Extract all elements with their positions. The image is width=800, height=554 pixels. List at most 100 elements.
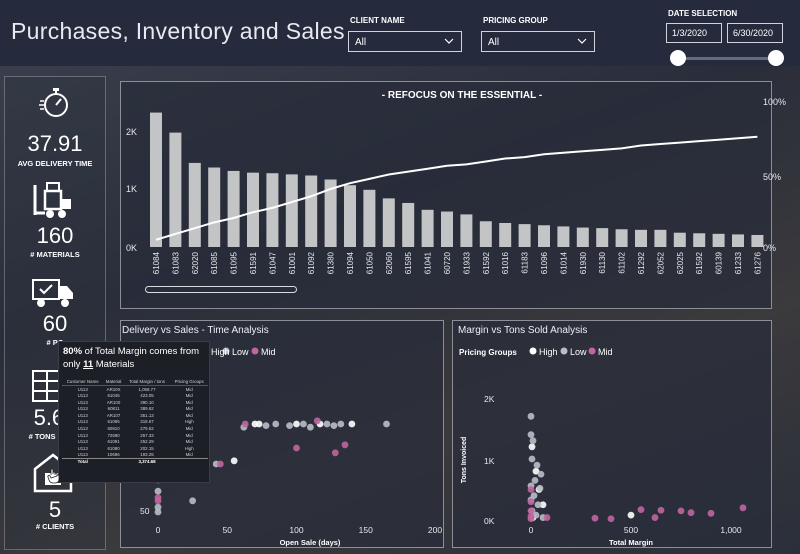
delivery-point-low[interactable] bbox=[154, 508, 162, 516]
pareto-bar[interactable] bbox=[518, 224, 531, 247]
margin-point-low[interactable] bbox=[527, 431, 535, 438]
margin-point-mid[interactable] bbox=[591, 514, 599, 522]
margin-point-mid[interactable] bbox=[543, 514, 551, 521]
margin-point-mid[interactable] bbox=[739, 504, 747, 512]
delivery-point-high[interactable] bbox=[230, 457, 238, 465]
delivery-point-low[interactable] bbox=[306, 423, 314, 431]
delivery-point-low[interactable] bbox=[262, 422, 270, 429]
margin-point-mid[interactable] bbox=[607, 515, 615, 523]
delivery-point-mid[interactable] bbox=[241, 420, 249, 428]
margin-point-mid[interactable] bbox=[637, 506, 645, 514]
delivery-point-mid[interactable] bbox=[313, 417, 321, 425]
date-slider-track[interactable] bbox=[679, 57, 777, 60]
delivery-point-low[interactable] bbox=[300, 420, 307, 428]
pareto-bar[interactable] bbox=[247, 172, 259, 247]
kpi-materials-value: 160 bbox=[36, 223, 74, 248]
pareto-bar[interactable] bbox=[266, 173, 279, 247]
pareto-bar[interactable] bbox=[363, 189, 376, 247]
pareto-category-label: 61130 bbox=[598, 251, 607, 273]
margin-point-high[interactable] bbox=[627, 511, 635, 519]
pareto-bar[interactable] bbox=[324, 179, 337, 247]
delivery-point-low[interactable] bbox=[323, 420, 331, 428]
pareto-bar[interactable] bbox=[712, 233, 725, 247]
pareto-bar[interactable] bbox=[285, 174, 298, 247]
margin-y-tick: 1K bbox=[484, 456, 495, 466]
pareto-bar[interactable] bbox=[557, 226, 570, 247]
delivery-point-mid[interactable] bbox=[331, 449, 339, 457]
margin-point-mid[interactable] bbox=[527, 486, 535, 493]
pareto-bar[interactable] bbox=[673, 232, 686, 247]
margin-point-high[interactable] bbox=[528, 443, 536, 451]
date-slider-end-handle[interactable] bbox=[768, 50, 784, 66]
margin-point-low[interactable] bbox=[537, 470, 545, 478]
delivery-point-mid[interactable] bbox=[154, 497, 162, 505]
start-date-input[interactable]: 1/3/2020 bbox=[666, 23, 722, 43]
delivery-point-low[interactable] bbox=[330, 422, 338, 429]
date-slider-start-handle[interactable] bbox=[670, 50, 686, 66]
delivery-point-mid[interactable] bbox=[293, 444, 300, 452]
forklift-icon bbox=[33, 182, 71, 218]
margin-point-mid[interactable] bbox=[657, 506, 665, 514]
pareto-bar[interactable] bbox=[150, 112, 162, 247]
margin-point-mid[interactable] bbox=[527, 507, 535, 515]
margin-point-low[interactable] bbox=[527, 412, 535, 420]
pareto-bar[interactable] bbox=[751, 234, 764, 247]
pareto-bar[interactable] bbox=[402, 202, 415, 247]
pareto-bar[interactable] bbox=[344, 185, 356, 247]
pareto-bar[interactable] bbox=[576, 227, 589, 247]
margin-point-low[interactable] bbox=[536, 484, 544, 492]
pareto-bar[interactable] bbox=[732, 234, 744, 247]
margin-point-low[interactable] bbox=[533, 461, 541, 469]
pareto-bar[interactable] bbox=[479, 221, 492, 247]
pareto-bar[interactable] bbox=[654, 229, 667, 247]
margin-point-mid[interactable] bbox=[527, 498, 535, 506]
delivery-point-low[interactable] bbox=[337, 420, 345, 428]
delivery-point-high[interactable] bbox=[348, 420, 356, 428]
end-date-input[interactable]: 6/30/2020 bbox=[727, 23, 783, 43]
pareto-bar[interactable] bbox=[596, 228, 609, 247]
pareto-bar[interactable] bbox=[635, 229, 647, 247]
delivery-point-mid[interactable] bbox=[216, 460, 224, 468]
delivery-point-mid[interactable] bbox=[341, 441, 349, 449]
margin-point-low[interactable] bbox=[529, 437, 537, 445]
delivery-point-low[interactable] bbox=[272, 420, 280, 428]
pricing-filter-dropdown[interactable]: All bbox=[481, 31, 595, 52]
delivery-point-low[interactable] bbox=[154, 487, 162, 495]
margin-point-low[interactable] bbox=[528, 455, 536, 463]
pareto-bar[interactable] bbox=[188, 162, 201, 247]
margin-point-low[interactable] bbox=[534, 501, 542, 509]
pareto-bar[interactable] bbox=[169, 132, 182, 247]
pareto-bar[interactable] bbox=[227, 170, 240, 247]
pareto-bar[interactable] bbox=[693, 233, 706, 247]
margin-point-mid[interactable] bbox=[527, 515, 535, 523]
pareto-bar[interactable] bbox=[615, 229, 628, 247]
delivery-point-low[interactable] bbox=[189, 497, 197, 505]
pareto-bar[interactable] bbox=[421, 209, 434, 247]
margin-point-high[interactable] bbox=[539, 501, 547, 509]
client-filter-dropdown[interactable]: All bbox=[348, 31, 462, 52]
margin-point-high[interactable] bbox=[532, 467, 540, 475]
margin-point-mid[interactable] bbox=[651, 514, 659, 521]
delivery-point-low[interactable] bbox=[154, 503, 162, 511]
margin-point-mid[interactable] bbox=[687, 509, 695, 517]
pareto-bar[interactable] bbox=[499, 222, 512, 247]
delivery-point-high[interactable] bbox=[293, 420, 300, 428]
delivery-point-low[interactable] bbox=[383, 420, 390, 428]
chevron-down-icon bbox=[577, 38, 587, 44]
pareto-bar[interactable] bbox=[460, 214, 473, 247]
pareto-bar[interactable] bbox=[382, 198, 395, 247]
pareto-bar[interactable] bbox=[538, 225, 550, 247]
margin-point-low[interactable] bbox=[531, 476, 539, 484]
margin-point-mid[interactable] bbox=[707, 509, 715, 517]
pareto-category-label: 61083 bbox=[171, 251, 180, 274]
pareto-scrollbar[interactable] bbox=[145, 286, 297, 293]
table-row: U113 61091 252.29 Mid bbox=[62, 438, 208, 445]
delivery-point-high[interactable] bbox=[255, 420, 263, 428]
pareto-bar[interactable] bbox=[441, 211, 453, 247]
pareto-bar[interactable] bbox=[208, 167, 221, 247]
pareto-bar[interactable] bbox=[305, 175, 318, 248]
delivery-point-low[interactable] bbox=[286, 422, 293, 429]
margin-point-mid[interactable] bbox=[677, 507, 685, 515]
